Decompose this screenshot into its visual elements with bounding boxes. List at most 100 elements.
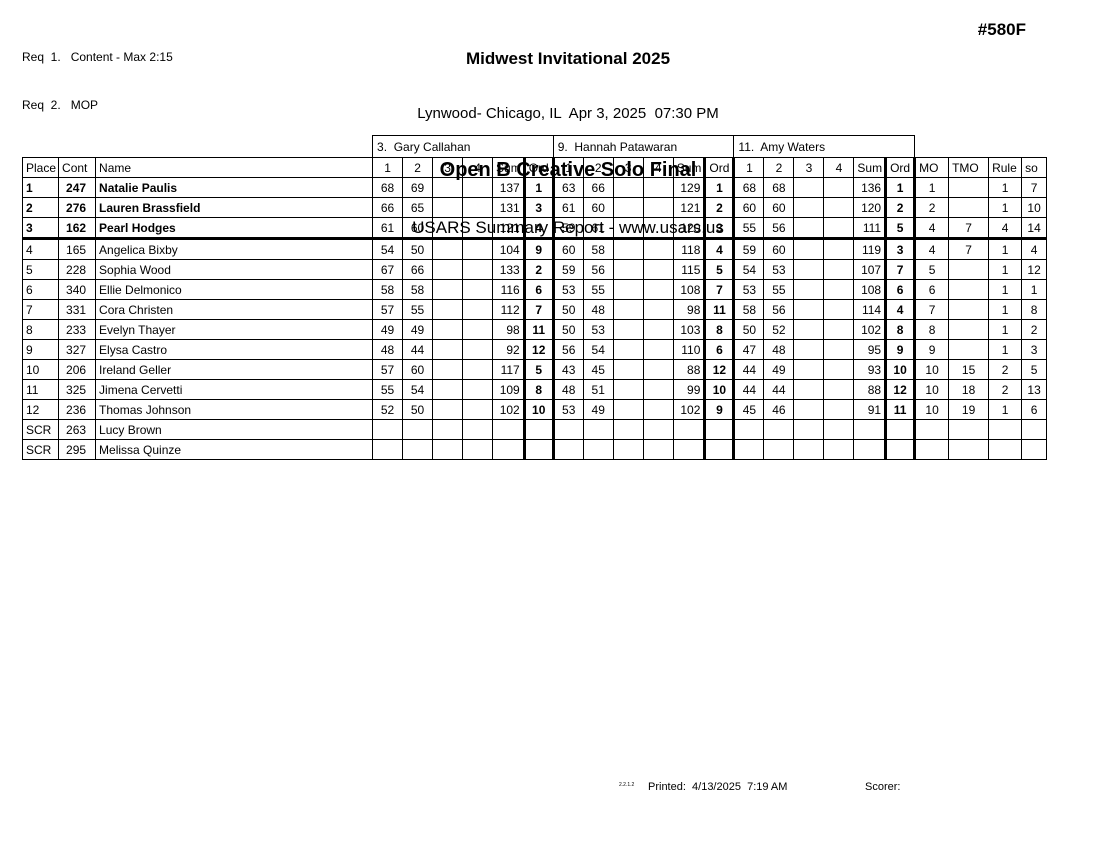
score-cell: 50 bbox=[402, 238, 434, 260]
score-cell: 47 bbox=[733, 339, 765, 360]
score-cell: 44 bbox=[733, 359, 765, 380]
score-cell: 53 bbox=[763, 259, 795, 280]
sum-cell: 88 bbox=[672, 359, 706, 380]
place-cell: SCR bbox=[21, 439, 60, 460]
place-cell: 12 bbox=[21, 399, 60, 420]
sum-cell: 129 bbox=[672, 177, 706, 198]
table-row: 8 233 Evelyn Thayer 49 49 98 11 50 53 103 8 50 52 102… bbox=[21, 319, 1048, 340]
score-cell: 44 bbox=[733, 379, 765, 400]
footer: 2.2.1.2 Printed: 4/13/2025 7:19 AM Score… bbox=[0, 781, 1100, 799]
ord-cell: 2 bbox=[703, 197, 736, 218]
score-cell: 55 bbox=[402, 299, 434, 320]
score-cell bbox=[823, 419, 855, 440]
score-cell bbox=[612, 259, 644, 280]
tmo-cell: 19 bbox=[948, 399, 990, 420]
so-cell: 2 bbox=[1021, 319, 1048, 340]
sum-cell: 121 bbox=[672, 197, 706, 218]
sum-header: Sum bbox=[853, 157, 887, 178]
score-cell bbox=[733, 419, 765, 440]
sum-cell: 121 bbox=[492, 217, 525, 240]
so-cell: 1 bbox=[1021, 279, 1048, 300]
score-cell bbox=[402, 439, 434, 460]
score-cell bbox=[612, 217, 644, 240]
so-cell: 14 bbox=[1021, 217, 1048, 240]
place-cell: SCR bbox=[21, 419, 60, 440]
results-table-wrap: 3. Gary Callahan 9. Hannah Patawaran 11. A… bbox=[21, 135, 1048, 460]
sum-cell: 111 bbox=[853, 217, 887, 240]
event-code: #580F bbox=[977, 20, 1026, 39]
sum-cell: 109 bbox=[492, 379, 525, 400]
so-cell bbox=[1021, 439, 1048, 460]
score-cell: 68 bbox=[763, 177, 795, 198]
sum-cell bbox=[853, 439, 887, 460]
score-cell bbox=[372, 439, 404, 460]
score-cell: 56 bbox=[552, 339, 584, 360]
score-cell bbox=[793, 399, 825, 420]
ord-cell: 8 bbox=[522, 379, 555, 400]
score-cell bbox=[612, 419, 644, 440]
ord-cell: 6 bbox=[522, 279, 555, 300]
score-cell bbox=[462, 339, 494, 360]
score-cell bbox=[642, 359, 674, 380]
score-cell: 43 bbox=[552, 359, 584, 380]
sum-cell: 114 bbox=[853, 299, 887, 320]
ord-cell: 3 bbox=[703, 217, 736, 240]
sum-cell: 102 bbox=[672, 399, 706, 420]
rule-cell: 2 bbox=[988, 379, 1023, 400]
name-cell: Natalie Paulis bbox=[95, 177, 374, 198]
score-cell bbox=[372, 419, 404, 440]
so-cell: 6 bbox=[1021, 399, 1048, 420]
score-cell bbox=[823, 259, 855, 280]
sum-cell: 104 bbox=[492, 238, 525, 260]
score-cell: 54 bbox=[582, 339, 614, 360]
sum-header: Sum bbox=[492, 157, 525, 178]
place-cell: 10 bbox=[21, 359, 60, 380]
blank-head-left bbox=[23, 136, 373, 158]
cont-cell: 276 bbox=[58, 197, 97, 218]
ord-cell: 7 bbox=[703, 279, 736, 300]
sum-cell: 116 bbox=[492, 279, 525, 300]
mo-cell: 7 bbox=[914, 299, 950, 320]
score-cell: 61 bbox=[552, 197, 584, 218]
judge-header-row: 3. Gary Callahan 9. Hannah Patawaran 11. A… bbox=[23, 135, 1047, 158]
cont-cell: 331 bbox=[58, 299, 97, 320]
score-cell bbox=[642, 419, 674, 440]
score-header: 1 bbox=[552, 157, 584, 178]
score-cell bbox=[823, 217, 855, 240]
score-cell: 54 bbox=[372, 238, 404, 260]
so-cell: 5 bbox=[1021, 359, 1048, 380]
judge-header: 11. Amy Waters bbox=[733, 135, 916, 158]
score-cell: 48 bbox=[372, 339, 404, 360]
score-cell: 58 bbox=[372, 279, 404, 300]
rule-cell: 1 bbox=[988, 177, 1023, 198]
ord-cell: 1 bbox=[884, 177, 917, 198]
score-cell: 51 bbox=[582, 379, 614, 400]
tmo-cell bbox=[948, 279, 990, 300]
score-cell bbox=[793, 197, 825, 218]
score-cell: 61 bbox=[582, 217, 614, 240]
score-cell: 55 bbox=[763, 279, 795, 300]
tmo-cell: 18 bbox=[948, 379, 990, 400]
score-cell bbox=[432, 319, 464, 340]
score-cell bbox=[642, 259, 674, 280]
cont-cell: 228 bbox=[58, 259, 97, 280]
ord-cell: 3 bbox=[522, 197, 555, 218]
score-header: 4 bbox=[462, 157, 494, 178]
score-cell: 52 bbox=[763, 319, 795, 340]
score-cell bbox=[823, 339, 855, 360]
venue-date-line: Lynwood- Chicago, IL Apr 3, 2025 07:30 P… bbox=[417, 105, 719, 122]
score-cell bbox=[823, 238, 855, 260]
score-cell: 66 bbox=[402, 259, 434, 280]
cont-cell: 263 bbox=[58, 419, 97, 440]
score-cell: 53 bbox=[733, 279, 765, 300]
name-cell: Thomas Johnson bbox=[95, 399, 374, 420]
ord-cell: 8 bbox=[884, 319, 917, 340]
table-body: 1 247 Natalie Paulis 68 69 137 1 63 66 129 1 68 68 13… bbox=[21, 177, 1048, 460]
score-cell: 60 bbox=[552, 238, 584, 260]
place-cell: 3 bbox=[21, 217, 60, 240]
ord-cell: 7 bbox=[522, 299, 555, 320]
score-cell bbox=[823, 279, 855, 300]
column-header-row: Place Cont Name 1 2 3 4 Sum Ord 1 2 3 4 Sum Ord 1 2 3 4 Sum… bbox=[21, 157, 1048, 178]
cont-cell: 236 bbox=[58, 399, 97, 420]
sum-cell: 117 bbox=[492, 359, 525, 380]
